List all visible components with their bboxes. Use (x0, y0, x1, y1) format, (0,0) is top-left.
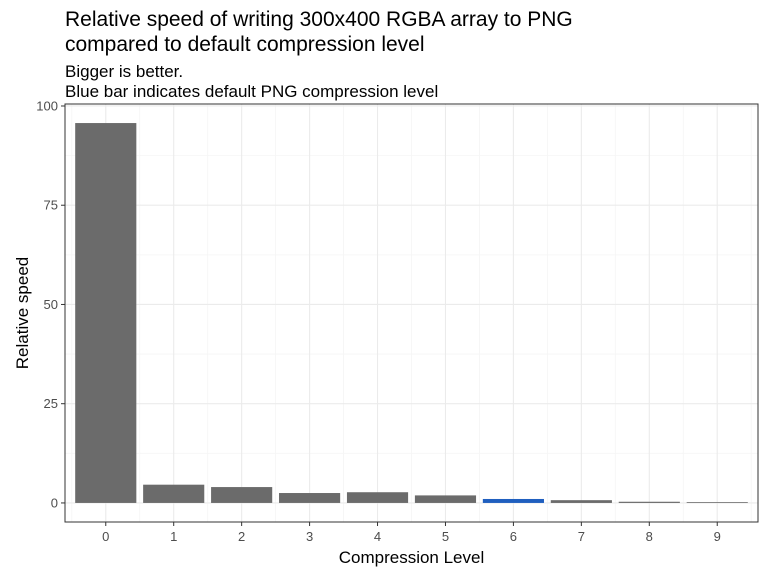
y-tick-label: 25 (44, 396, 58, 411)
bar (346, 492, 409, 503)
x-tick-label: 9 (714, 529, 721, 544)
bar (143, 484, 205, 503)
x-tick-label: 0 (102, 529, 109, 544)
x-tick-label: 1 (170, 529, 177, 544)
y-axis-title: Relative speed (13, 257, 32, 369)
chart-title-line-1: Relative speed of writing 300x400 RGBA a… (65, 8, 573, 31)
chart-subtitle: Bigger is better. Blue bar indicates def… (65, 62, 438, 102)
bar (686, 502, 748, 503)
x-tick-label: 5 (442, 529, 449, 544)
bar (279, 493, 341, 503)
bar-highlight (482, 498, 544, 503)
x-tick-label: 2 (238, 529, 245, 544)
bar (414, 495, 477, 503)
x-axis-title: Compression Level (339, 548, 485, 567)
x-tick-label: 8 (646, 529, 653, 544)
y-tick-label: 50 (44, 297, 58, 312)
chart-title-line-2: compared to default compression level (65, 33, 425, 56)
bar (75, 123, 137, 503)
bar (618, 501, 680, 503)
x-axis: 0 1 2 3 4 5 6 7 8 9 (102, 522, 721, 544)
x-tick-label: 6 (510, 529, 517, 544)
x-tick-label: 7 (578, 529, 585, 544)
y-axis: 0 25 50 75 100 (36, 98, 65, 510)
y-tick-label: 75 (44, 198, 58, 213)
chart-subtitle-line-2: Blue bar indicates default PNG compressi… (65, 82, 439, 101)
chart-subtitle-line-1: Bigger is better. (65, 62, 184, 81)
y-tick-label: 0 (51, 495, 58, 510)
bars (75, 123, 748, 503)
bar (211, 487, 273, 503)
bar (550, 500, 612, 503)
y-tick-label: 100 (36, 98, 58, 113)
x-tick-label: 4 (374, 529, 381, 544)
panel-border (64, 103, 759, 523)
x-tick-label: 3 (306, 529, 313, 544)
chart-title: Relative speed of writing 300x400 RGBA a… (65, 7, 573, 57)
grid-lines (65, 104, 758, 522)
